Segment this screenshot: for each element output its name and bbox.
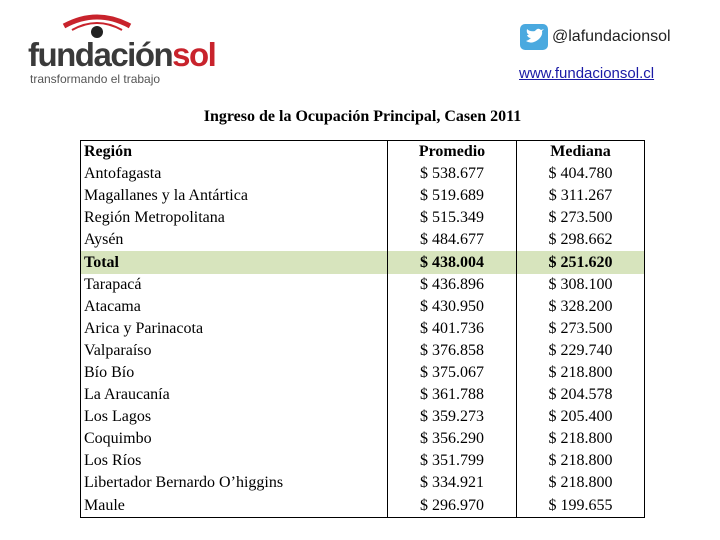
- table-row: Tarapacá $ 436.896 $ 308.100: [80, 273, 645, 296]
- table-cell: $ 351.799: [387, 450, 517, 473]
- table-row: Coquimbo $ 356.290 $ 218.800: [80, 428, 645, 451]
- table-cell: $ 328.200: [548, 297, 613, 315]
- table-cell: $ 430.950: [387, 295, 517, 318]
- table-cell: Arica y Parinacota: [80, 317, 388, 340]
- table-cell: $ 401.736: [387, 317, 517, 340]
- table-row: Los Ríos $ 351.799 $ 218.800: [80, 450, 645, 473]
- table-cell: $ 199.655: [548, 496, 613, 514]
- table-row: La Araucanía $ 361.788 $ 204.578: [80, 384, 645, 407]
- table-cell: La Araucanía: [80, 384, 388, 407]
- table-cell: $ 515.349: [387, 207, 517, 230]
- table-cell: $ 218.800: [548, 363, 613, 381]
- table-cell: Antofagasta: [80, 163, 388, 186]
- table-cell: $ 273.500: [548, 319, 613, 337]
- table-cell: $ 361.788: [387, 384, 517, 407]
- table-cell: Coquimbo: [80, 428, 388, 451]
- table-cell: $ 356.290: [387, 428, 517, 451]
- column-header: Mediana: [550, 143, 611, 161]
- table-cell: $ 311.267: [548, 187, 613, 205]
- table-cell: Libertador Bernardo O’higgins: [80, 472, 388, 495]
- table-row: Libertador Bernardo O’higgins $ 334.921 $ …: [80, 472, 645, 495]
- table-cell: Región Metropolitana: [80, 207, 388, 230]
- table-cell: $ 205.400: [548, 408, 613, 426]
- table-cell: Los Ríos: [80, 450, 388, 473]
- tagline: transformando el trabajo: [30, 72, 161, 86]
- table-cell: Aysén: [80, 229, 388, 252]
- table-row: Los Lagos $ 359.273 $ 205.400: [80, 406, 645, 429]
- table-cell: $ 376.858: [387, 339, 517, 362]
- table-cell: Bío Bío: [80, 361, 388, 385]
- table-cell: Valparaíso: [80, 339, 388, 362]
- twitter-icon: [520, 24, 548, 50]
- table-row: Arica y Parinacota $ 401.736 $ 273.500: [80, 317, 645, 340]
- income-table: Región Promedio Mediana Antofagasta $ 538.6…: [80, 140, 645, 518]
- table-cell: $ 375.067: [387, 361, 517, 385]
- table-row: Maule $ 296.970 $ 199.655: [80, 494, 645, 518]
- table-cell: $ 359.273: [387, 406, 517, 429]
- table-cell: Maule: [80, 494, 388, 518]
- brand-accent: sol: [172, 36, 217, 73]
- table-cell: Atacama: [80, 295, 388, 318]
- table-cell: $ 538.677: [387, 163, 517, 186]
- table-cell: $ 334.921: [387, 472, 517, 495]
- table-cell: $ 229.740: [548, 341, 613, 359]
- table-cell: $ 484.677: [387, 229, 517, 252]
- table-cell: $ 296.970: [387, 494, 517, 518]
- table-row: Valparaíso $ 376.858 $ 229.740: [80, 339, 645, 362]
- column-header: Promedio: [387, 140, 517, 164]
- table-cell: $ 251.620: [516, 251, 645, 274]
- table-cell: Total: [80, 251, 388, 274]
- table-body: Antofagasta $ 538.677 $ 404.780 Magallanes …: [80, 163, 645, 518]
- table-row: Región Metropolitana $ 515.349 $ 273.500: [80, 207, 645, 230]
- twitter-handle[interactable]: @lafundacionsol: [552, 28, 671, 45]
- table-cell: Los Lagos: [80, 406, 388, 429]
- table-row: Magallanes y la Antártica $ 519.689 $ 311.…: [80, 185, 645, 208]
- table-cell: Magallanes y la Antártica: [80, 185, 388, 208]
- table-cell: $ 519.689: [387, 185, 517, 208]
- table-cell: $ 298.662: [548, 231, 613, 249]
- table-row: Atacama $ 430.950 $ 328.200: [80, 295, 645, 318]
- table-row: Bío Bío $ 375.067 $ 218.800: [80, 361, 645, 385]
- website-link[interactable]: www.fundacionsol.cl: [519, 65, 655, 82]
- table-row: Antofagasta $ 538.677 $ 404.780: [80, 163, 645, 186]
- table-cell: $ 204.578: [548, 386, 613, 404]
- table-title: Ingreso de la Ocupación Principal, Casen…: [203, 108, 522, 125]
- table-head: Región Promedio Mediana: [80, 140, 645, 164]
- table-cell: $ 404.780: [548, 165, 613, 183]
- table-cell: $ 218.800: [548, 452, 613, 470]
- column-header: Región: [80, 140, 388, 164]
- logo-eye: [62, 14, 132, 38]
- table-cell: $ 308.100: [548, 275, 613, 293]
- table-cell: $ 273.500: [548, 209, 613, 227]
- brand-name: fundación: [28, 36, 174, 73]
- table-cell: Tarapacá: [80, 273, 388, 296]
- table-cell: $ 218.800: [548, 474, 613, 492]
- brand: fundaciónsol: [28, 36, 217, 74]
- table-cell: $ 436.896: [387, 273, 517, 296]
- table-row: Total $ 438.004 $ 251.620: [80, 251, 645, 274]
- table-cell: $ 438.004: [387, 251, 517, 274]
- header-row: Región Promedio Mediana: [80, 140, 645, 164]
- table-row: Aysén $ 484.677 $ 298.662: [80, 229, 645, 252]
- table-cell: $ 218.800: [548, 430, 613, 448]
